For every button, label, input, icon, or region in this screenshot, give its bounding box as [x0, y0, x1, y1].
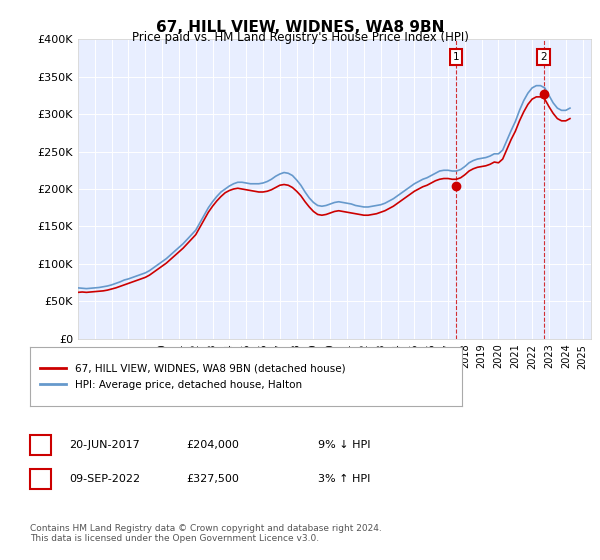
- Text: 67, HILL VIEW, WIDNES, WA8 9BN: 67, HILL VIEW, WIDNES, WA8 9BN: [156, 20, 444, 35]
- Text: £327,500: £327,500: [186, 474, 239, 484]
- Text: 20-JUN-2017: 20-JUN-2017: [69, 440, 140, 450]
- Text: 2: 2: [541, 52, 547, 62]
- Text: 2: 2: [37, 474, 44, 484]
- Text: 1: 1: [452, 52, 459, 62]
- Legend: 67, HILL VIEW, WIDNES, WA8 9BN (detached house), HPI: Average price, detached ho: 67, HILL VIEW, WIDNES, WA8 9BN (detached…: [35, 358, 350, 395]
- Text: 09-SEP-2022: 09-SEP-2022: [69, 474, 140, 484]
- Text: 9% ↓ HPI: 9% ↓ HPI: [318, 440, 371, 450]
- Text: £204,000: £204,000: [186, 440, 239, 450]
- Text: 1: 1: [37, 440, 44, 450]
- Text: 3% ↑ HPI: 3% ↑ HPI: [318, 474, 370, 484]
- Text: Price paid vs. HM Land Registry's House Price Index (HPI): Price paid vs. HM Land Registry's House …: [131, 31, 469, 44]
- Text: Contains HM Land Registry data © Crown copyright and database right 2024.
This d: Contains HM Land Registry data © Crown c…: [30, 524, 382, 543]
